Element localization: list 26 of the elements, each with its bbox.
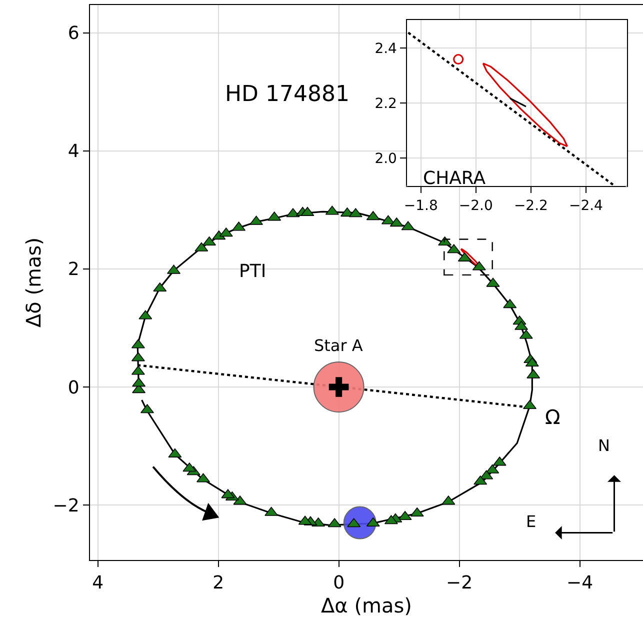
x-tick-label: −2.4 [568,198,604,214]
x-tick-label: 2 [212,572,224,594]
annotation: E [526,512,536,531]
y-tick-label: 2.2 [374,96,397,112]
x-axis-title: Δα (mas) [321,594,412,618]
annotation: HD 174881 [225,82,350,107]
x-tick-label: −2.2 [514,198,548,214]
y-tick-label: 2.0 [374,150,397,167]
annotation: N [598,436,610,455]
y-tick-label: −2 [52,495,80,516]
y-tick-label: 6 [68,23,80,44]
y-tick-label: 2 [68,259,80,280]
annotation: PTI [239,261,266,282]
x-tick-label: −4 [566,572,594,594]
y-tick-label: 2.4 [374,40,398,57]
x-tick-label: 4 [92,572,104,594]
x-tick-label: −2 [446,572,473,594]
annotation: CHARA [423,168,486,189]
annotation: Star A [314,336,363,355]
y-tick-label: 4 [68,141,80,162]
annotation: Ω [545,405,560,429]
x-tick-label: 0 [333,572,345,594]
y-axis-title: Δδ (mas) [21,237,46,328]
y-tick-label: 0 [68,377,80,398]
x-tick-label: −2.0 [458,198,493,214]
x-tick-label: −1.8 [404,198,438,214]
